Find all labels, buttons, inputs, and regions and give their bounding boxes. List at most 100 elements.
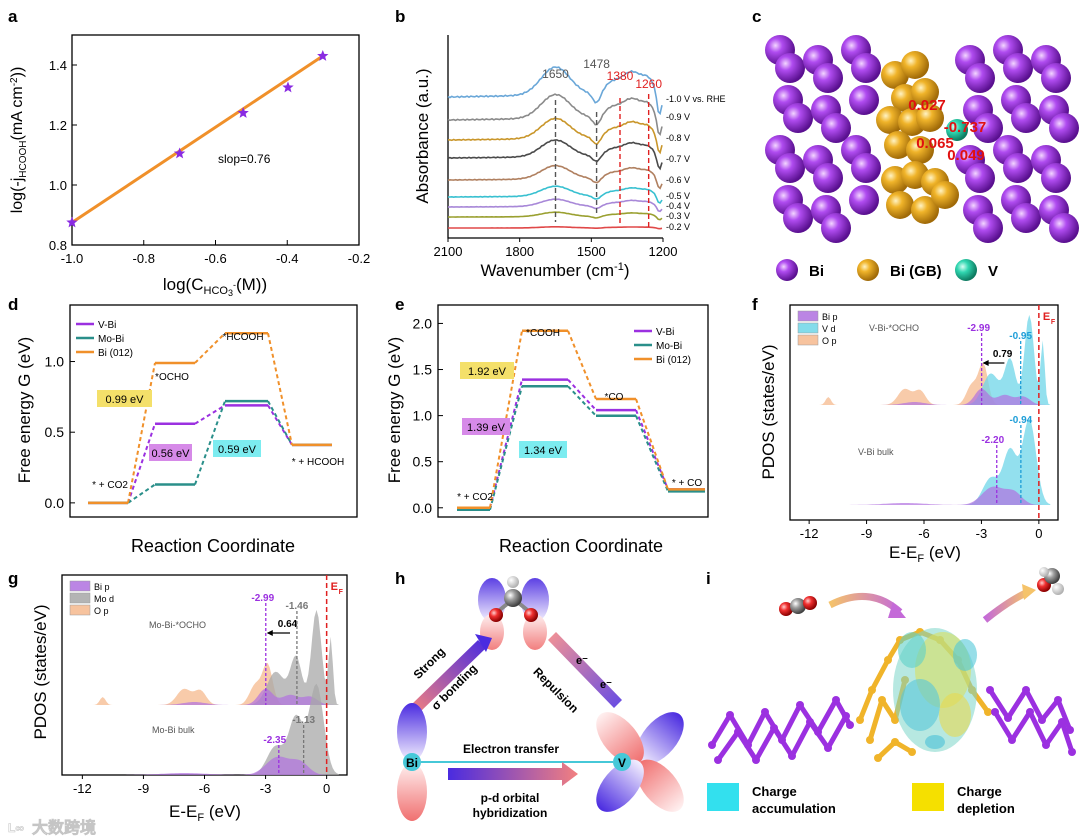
energy-connector [194, 332, 226, 364]
state-label: *HCOOH [222, 332, 263, 343]
svg-text:F: F [1051, 319, 1056, 326]
band-center-label: -1.13 [292, 715, 315, 726]
energy-connector [489, 386, 523, 511]
ocho-orbital-motif [478, 576, 549, 650]
bi-atom [1041, 163, 1071, 193]
bi-atom [1011, 103, 1041, 133]
legend-swatch [69, 592, 91, 604]
barrier-badge [519, 441, 567, 458]
ytick-label: 0.5 [45, 424, 65, 440]
legend-swatch [797, 334, 819, 346]
xtick-label: 0 [1035, 526, 1042, 541]
pdos-area [818, 418, 1051, 505]
accumulation-swatch [707, 783, 739, 811]
barrier-label: 1.92 eV [468, 366, 507, 378]
repulsion-arrow [548, 632, 622, 708]
potential-label: -0.4 V [666, 201, 690, 211]
accumulation-label-1: Charge [752, 784, 797, 799]
electron-transfer-label: Electron transfer [463, 742, 559, 756]
panel-letter-d: d [8, 295, 18, 314]
ytick-label: 1.0 [45, 354, 65, 370]
a-ytick-label: 1.2 [49, 118, 67, 133]
chain-atom [1004, 714, 1012, 722]
bi-atom-label: Bi [406, 756, 418, 770]
chain-atom [868, 686, 876, 694]
g-title1: Mo-Bi-*OCHO [149, 620, 206, 630]
legend-atom-swatch [776, 259, 798, 281]
legend-label: Mo-Bi [656, 341, 682, 352]
shift-label: 0.64 [278, 619, 298, 630]
bi-atom [775, 53, 805, 83]
e-xlabel: Reaction Coordinate [499, 536, 663, 556]
energy-connector [635, 409, 669, 490]
peak-label: 1478 [583, 57, 610, 71]
state-label: *OCHO [155, 372, 189, 383]
panel-a-chart: -1.0 -0.8 -0.6 -0.4 -0.2 0.8 1.0 1.2 1.4 slop=0.… [9, 34, 370, 298]
fermi-label: E [331, 581, 338, 593]
v-atom [946, 119, 968, 141]
co2-molecule [779, 596, 817, 616]
panel-letter-e: e [395, 295, 404, 314]
bi-p-orbital: Bi [397, 703, 427, 821]
legend-atom-label: Bi [809, 263, 824, 280]
chain-atom [1008, 736, 1016, 744]
bader-charge-label: 0.065 [916, 135, 954, 152]
bader-charge-label: -0.737 [944, 119, 987, 136]
chain-atom [986, 686, 994, 694]
xtick-label: -3 [976, 526, 988, 541]
panel-d-chart: 0.0 0.5 1.0 * + CO2 *OCHO *HCOOH * + HCOOH V-Bi… [15, 304, 358, 556]
sigma-bonding-arrow [412, 640, 486, 712]
f-ylabel: PDOS (states/eV) [759, 344, 778, 479]
bader-charge-label: 0.027 [908, 97, 946, 114]
panel-letter-g: g [8, 569, 18, 588]
bi-atom [1041, 63, 1071, 93]
bi-atom [783, 203, 813, 233]
spectrum-line [447, 66, 663, 116]
legend-swatch [797, 322, 819, 334]
e-ylabel: Free energy G (eV) [385, 337, 404, 483]
chain-atom [1066, 726, 1074, 734]
v-atom-label: V [618, 756, 626, 770]
bi-gb-atom [876, 106, 904, 134]
chain-atom [984, 708, 992, 716]
bi-atom [851, 153, 881, 183]
data-point [237, 107, 249, 118]
legend-label: V-Bi [656, 327, 674, 338]
barrier-badge [149, 444, 192, 461]
slope-annotation: slop=0.76 [218, 152, 271, 166]
potential-label: -0.6 V [666, 175, 690, 185]
atom-chain [715, 714, 849, 763]
chain-atom [891, 716, 899, 724]
data-point [317, 50, 329, 61]
depletion-label-2: depletion [957, 801, 1015, 816]
ytick-label: 0.0 [413, 500, 433, 516]
a-xtick-label: -0.6 [204, 251, 226, 266]
chain-atom [1058, 718, 1066, 726]
a-ytick-label: 0.8 [49, 238, 67, 253]
a-xtick-label: -0.8 [133, 251, 155, 266]
band-center-label: -2.20 [981, 435, 1004, 446]
band-center-label: -1.46 [286, 601, 309, 612]
d-xlabel: Reaction Coordinate [131, 536, 295, 556]
bi-atom [973, 213, 1003, 243]
panel-letter-f: f [752, 295, 758, 314]
bi-atom [973, 113, 1003, 143]
f-xlabel: E-EF (eV) [889, 543, 961, 565]
legend-atom-label: V [988, 263, 998, 280]
bi-gb-atom [906, 136, 934, 164]
xtick-label: -12 [800, 526, 819, 541]
state-label: *CO [605, 392, 624, 403]
fermi-label: E [1043, 311, 1050, 323]
state-label: *COOH [526, 328, 560, 339]
potential-label: -1.0 V vs. RHE [666, 94, 726, 104]
panel-letter-h: h [395, 569, 405, 588]
state-label: * + CO2 [457, 492, 493, 503]
f-title1: V-Bi-*OCHO [869, 323, 919, 333]
panel-g-chart: -12 -9 -6 -3 0 E F -2.99 -1.46 0.64 -1.13 -2.35 Bi p… [31, 574, 348, 824]
pdos-area [818, 486, 1051, 505]
bi-atom [813, 163, 843, 193]
energy-connector [127, 483, 156, 504]
xtick-label: -9 [861, 526, 873, 541]
